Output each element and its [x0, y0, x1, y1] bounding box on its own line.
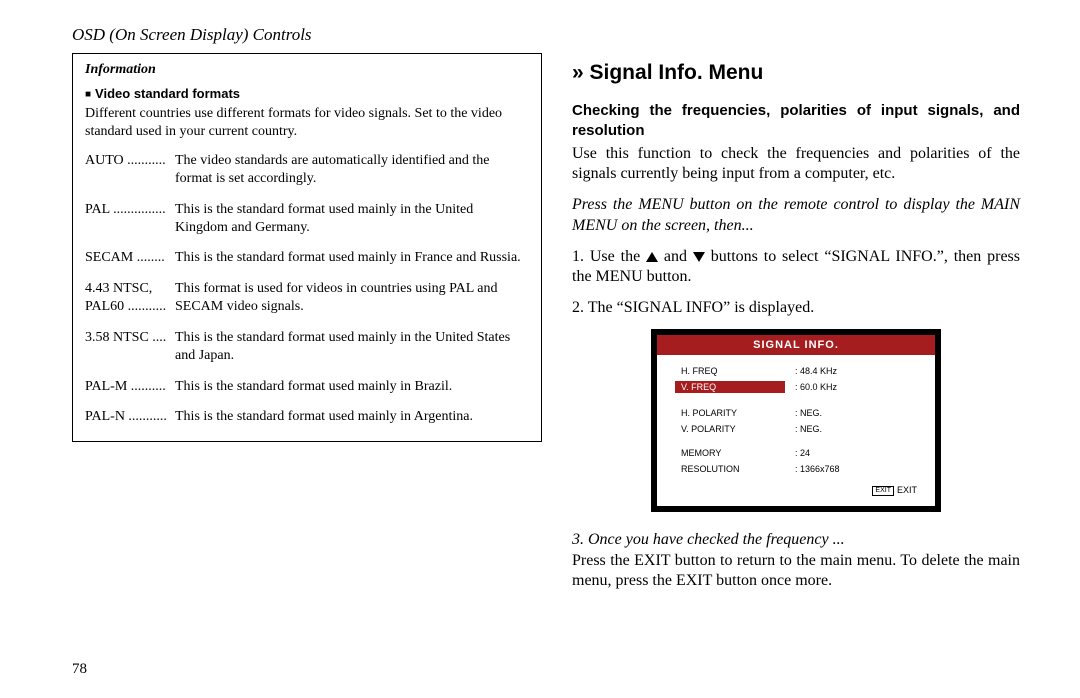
- signal-row-label: RESOLUTION: [675, 463, 785, 475]
- format-label: SECAM ........: [85, 249, 175, 267]
- signal-panel-body: H. FREQ: 48.4 KHzV. FREQ: 60.0 KHzH. POL…: [657, 355, 935, 506]
- format-desc: This is the standard format used mainly …: [175, 201, 529, 238]
- signal-row-value: : 24: [785, 448, 917, 458]
- signal-row-value: : 1366x768: [785, 464, 917, 474]
- bullet-icon: ■: [85, 89, 91, 100]
- left-column: Information ■ Video standard formats Diff…: [72, 53, 542, 602]
- down-arrow-icon: [693, 252, 705, 262]
- info-section-title: Video standard formats: [95, 86, 240, 101]
- step-3: 3. Once you have checked the frequency .…: [572, 530, 1020, 592]
- format-desc: This is the standard format used mainly …: [175, 249, 529, 267]
- format-label: PAL-M ..........: [85, 378, 175, 396]
- format-desc: This format is used for videos in countr…: [175, 280, 529, 317]
- signal-row: H. FREQ: 48.4 KHz: [675, 363, 917, 379]
- exit-button-icon: EXIT: [872, 486, 894, 496]
- step1-mid: and: [658, 248, 693, 265]
- format-row: PAL-N ...........This is the standard fo…: [85, 408, 529, 426]
- signal-row-label: V. POLARITY: [675, 423, 785, 435]
- page-number: 78: [72, 661, 87, 678]
- signal-row: RESOLUTION: 1366x768: [675, 461, 917, 477]
- format-row: SECAM ........This is the standard forma…: [85, 249, 529, 267]
- format-label: 3.58 NTSC ....: [85, 329, 175, 366]
- signal-row: H. POLARITY: NEG.: [675, 405, 917, 421]
- exit-label: EXIT: [897, 485, 917, 495]
- signal-row: V. FREQ: 60.0 KHz: [675, 379, 917, 395]
- signal-row-label: V. FREQ: [675, 381, 785, 393]
- format-label: AUTO ...........: [85, 152, 175, 189]
- format-row: 3.58 NTSC ....This is the standard forma…: [85, 329, 529, 366]
- signal-row: V. POLARITY: NEG.: [675, 421, 917, 437]
- info-section-heading: ■ Video standard formats: [85, 85, 529, 102]
- format-row: PAL ...............This is the standard …: [85, 201, 529, 238]
- format-desc: The video standards are automatically id…: [175, 152, 529, 189]
- signal-row-label: H. POLARITY: [675, 407, 785, 419]
- signal-row-value: : NEG.: [785, 424, 917, 434]
- format-desc: This is the standard format used mainly …: [175, 378, 529, 396]
- step-2: 2. The “SIGNAL INFO” is displayed.: [572, 298, 1020, 319]
- format-label: PAL ...............: [85, 201, 175, 238]
- formats-list: AUTO ...........The video standards are …: [85, 152, 529, 427]
- signal-row-value: : NEG.: [785, 408, 917, 418]
- information-box: Information ■ Video standard formats Diff…: [72, 53, 542, 442]
- format-row: 4.43 NTSC, PAL60 ...........This format …: [85, 280, 529, 317]
- format-row: PAL-M ..........This is the standard for…: [85, 378, 529, 396]
- step3-lead: 3. Once you have checked the frequency .…: [572, 531, 845, 548]
- body-paragraph-1: Use this function to check the frequenci…: [572, 144, 1020, 186]
- signal-row-label: MEMORY: [675, 447, 785, 459]
- step1-pre: 1. Use the: [572, 248, 646, 265]
- signal-panel-header: SIGNAL INFO.: [657, 335, 935, 355]
- page-header: OSD (On Screen Display) Controls: [72, 25, 1020, 45]
- up-arrow-icon: [646, 252, 658, 262]
- info-intro-text: Different countries use different format…: [85, 105, 529, 142]
- signal-row: MEMORY: 24: [675, 445, 917, 461]
- signal-exit-row: EXITEXIT: [675, 485, 917, 496]
- body-italic-instruction: Press the MENU button on the remote cont…: [572, 195, 1020, 237]
- info-box-title: Information: [85, 61, 529, 79]
- step3-body: Press the EXIT button to return to the m…: [572, 552, 1020, 590]
- format-row: AUTO ...........The video standards are …: [85, 152, 529, 189]
- format-desc: This is the standard format used mainly …: [175, 329, 529, 366]
- menu-subtitle: Checking the frequencies, polarities of …: [572, 101, 1020, 142]
- format-label: PAL-N ...........: [85, 408, 175, 426]
- format-label: 4.43 NTSC, PAL60 ...........: [85, 280, 175, 317]
- signal-row-label: H. FREQ: [675, 365, 785, 377]
- signal-info-panel: SIGNAL INFO. H. FREQ: 48.4 KHzV. FREQ: 6…: [651, 329, 941, 512]
- format-desc: This is the standard format used mainly …: [175, 408, 529, 426]
- signal-row-value: : 48.4 KHz: [785, 366, 917, 376]
- step-1: 1. Use the and buttons to select “SIGNAL…: [572, 247, 1020, 289]
- right-column: » Signal Info. Menu Checking the frequen…: [570, 53, 1020, 602]
- menu-title: » Signal Info. Menu: [572, 61, 1020, 85]
- signal-row-value: : 60.0 KHz: [785, 382, 917, 392]
